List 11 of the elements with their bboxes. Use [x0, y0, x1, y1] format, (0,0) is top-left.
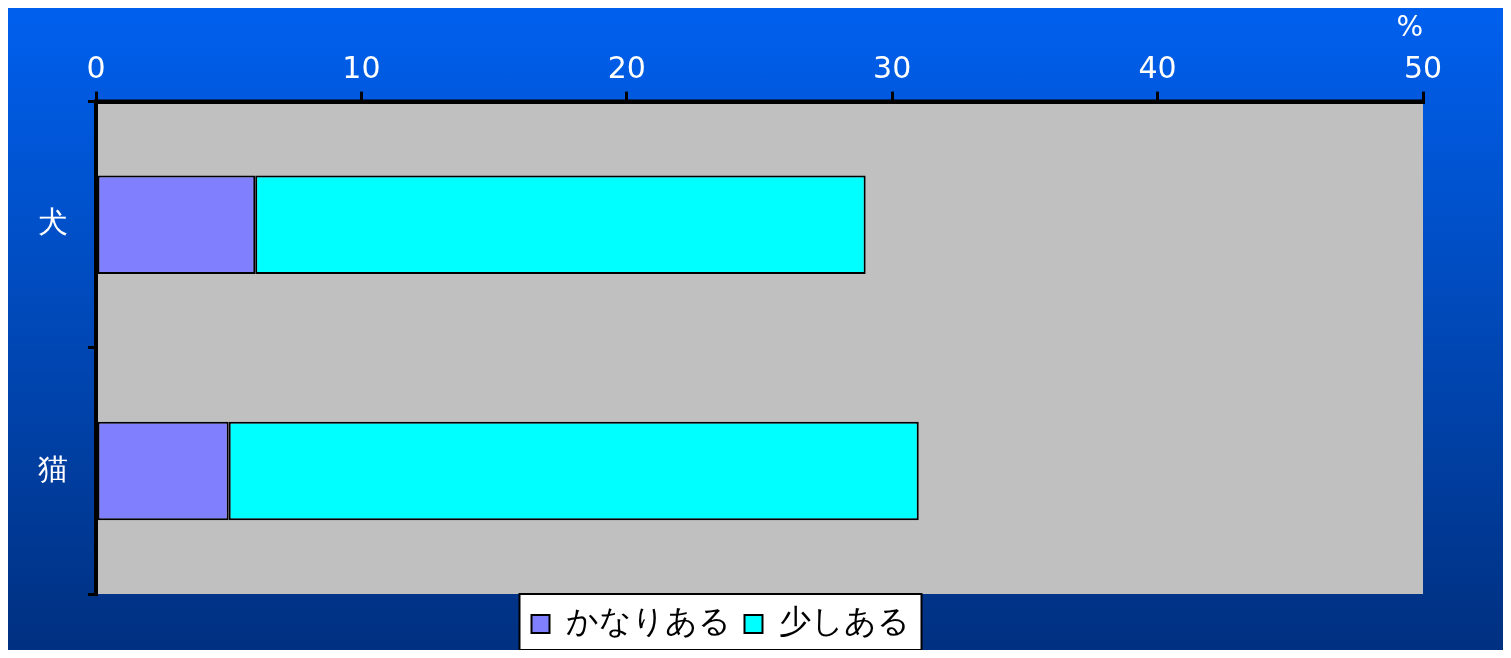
legend-label: 少しある — [778, 602, 910, 641]
x-tick-label: 30 — [873, 50, 912, 86]
x-tick-label: 50 — [1403, 50, 1443, 86]
y-tick-label: 犬 — [38, 204, 68, 240]
x-tick-label: 0 — [86, 50, 106, 86]
x-tick-label: 10 — [342, 50, 381, 86]
legend-label: かなりある — [565, 602, 731, 641]
x-tick-label: 20 — [607, 50, 646, 86]
x-axis-title: % — [1396, 10, 1423, 44]
y-tick-label: 猫 — [38, 450, 68, 486]
x-tick-label: 40 — [1138, 50, 1177, 86]
